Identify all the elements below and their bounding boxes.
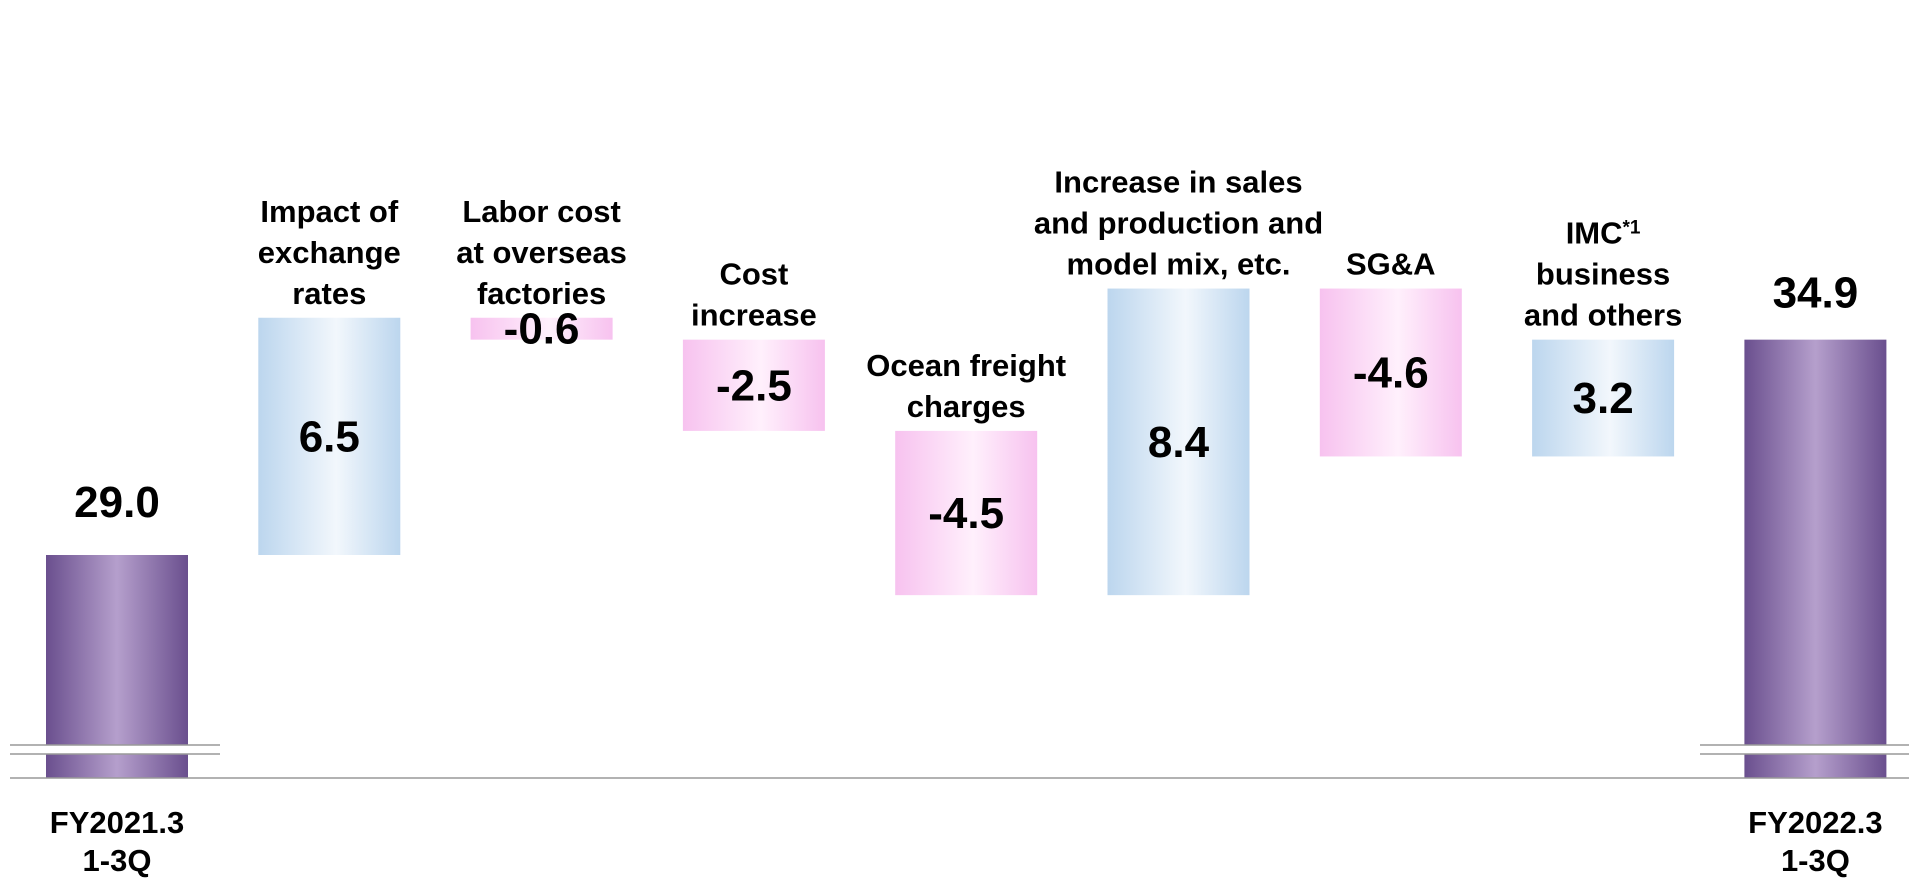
step-category-label: Cost [719,257,788,292]
start-total-bar [46,555,188,778]
step-value-label: -2.5 [716,361,792,410]
decrease-bar [470,317,613,340]
step-category-label: factories [477,276,606,311]
end-category-label: FY2022.3 [1748,805,1882,840]
step-category-label: and production and [1034,206,1323,241]
increase-bar [1532,339,1675,457]
step-category-label: increase [691,298,817,333]
start-value-label: 29.0 [74,478,160,527]
step-category-label: Ocean freight [866,348,1066,383]
step-category-label: SG&A [1346,247,1436,282]
step-category-label: charges [907,389,1026,424]
step-category-label: exchange [258,235,401,270]
step-category-label: model mix, etc. [1067,247,1291,282]
step-category-label: at overseas [456,235,627,270]
step-category-label: Increase in sales [1054,165,1302,200]
start-category-label: FY2021.3 [50,805,184,840]
decrease-bar [682,339,825,431]
decrease-bar [1319,288,1462,457]
step-value-label: 6.5 [299,412,360,461]
increase-bar [258,317,401,555]
step-category-label: rates [292,276,366,311]
step-value-label: -4.5 [928,489,1004,538]
step-value-label: 3.2 [1573,374,1634,423]
step-category-label: business [1536,257,1670,292]
start-category-label: 1-3Q [83,843,152,878]
decrease-bar [895,430,1038,596]
axis-break-gap [1700,745,1909,754]
end-category-label: 1-3Q [1781,843,1850,878]
step-value-label: -0.6 [504,305,580,354]
step-value-label: 8.4 [1148,418,1210,467]
step-category-label: IMC*1 [1566,216,1641,251]
step-category-label: Impact of [260,194,398,229]
step-category-label: and others [1524,298,1682,333]
axis-break-gap [10,745,220,754]
end-value-label: 34.9 [1773,269,1859,318]
step-category-label: Labor cost [462,194,620,229]
step-value-label: -4.6 [1353,349,1429,398]
end-total-bar [1744,339,1887,778]
increase-bar [1107,288,1250,596]
